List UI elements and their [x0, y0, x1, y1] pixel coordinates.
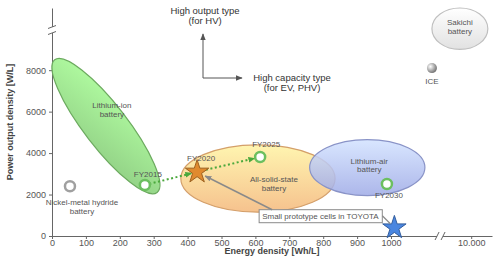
region-label: Lithium-ionbattery: [92, 101, 131, 119]
x-tick: 900: [350, 236, 365, 248]
region-label-line: battery: [448, 27, 472, 36]
x-tick: 300: [147, 236, 162, 248]
point-label-line: ICE: [425, 77, 438, 86]
point: [255, 152, 265, 162]
x-tick-label: 10.000: [458, 238, 486, 248]
region-label: Lithium-airbattery: [351, 157, 389, 175]
point-label-line: battery: [70, 207, 94, 216]
y-tick: 0: [41, 231, 52, 241]
callout-arrow: [205, 176, 272, 210]
y-tick-mark: [49, 236, 52, 237]
point: [382, 179, 392, 189]
annotation: High output type(for HV): [170, 5, 239, 26]
y-axis-break: [48, 32, 56, 35]
x-tick-label: 300: [147, 238, 162, 248]
point-label-line: Nickel-metal hydride: [46, 198, 119, 207]
region-label-line: battery: [357, 165, 381, 174]
x-tick-label: 900: [350, 238, 365, 248]
y-tick: 8000: [26, 66, 52, 76]
region: [432, 8, 488, 49]
region-label-line: Lithium-air: [351, 157, 389, 166]
x-tick-label: 100: [79, 238, 94, 248]
annotation: High capacity type(for EV, PHV): [253, 72, 331, 93]
y-tick-mark: [49, 195, 52, 196]
y-axis-break: [48, 26, 56, 29]
annotation-arrow: [203, 34, 204, 78]
annotation-arrow: [203, 78, 242, 79]
region-label: All-solid-statebattery: [250, 175, 299, 193]
region-label-line: Lithium-ion: [92, 101, 131, 110]
point-label: Nickel-metal hydridebattery: [46, 198, 119, 216]
x-tick-label: 200: [113, 238, 128, 248]
region-label: Sakichibattery: [447, 18, 473, 36]
point-label: FY2020: [187, 154, 216, 163]
y-tick-mark: [49, 153, 52, 154]
point-label-line: FY2020: [187, 154, 216, 163]
y-tick-label: 8000: [26, 66, 46, 76]
y-tick-label: 4000: [26, 148, 46, 158]
callout-label-line: Small prototype cells in TOYOTA: [262, 212, 379, 221]
x-axis-line: [53, 236, 493, 237]
point: [65, 181, 75, 191]
y-tick-label: 2000: [26, 190, 46, 200]
y-tick: 4000: [26, 148, 52, 158]
x-axis-break: [441, 232, 445, 240]
x-axis-title: Energy density [Wh/L]: [224, 246, 319, 256]
point: [383, 215, 406, 237]
point-label: FY2015: [134, 170, 163, 179]
callout-box: [259, 210, 382, 223]
point-label-line: FY2015: [134, 170, 163, 179]
y-tick-mark: [49, 112, 52, 113]
x-tick: 400: [181, 236, 196, 248]
point-label: FY2025: [252, 140, 281, 149]
point-label: ICE: [425, 77, 438, 86]
labels: Lithium-ionbatteryAll-solid-statebattery…: [46, 18, 473, 224]
region-label-line: All-solid-state: [250, 175, 299, 184]
point: [427, 63, 437, 73]
x-tick: 100: [79, 236, 94, 248]
x-tick-label: 0: [50, 238, 55, 248]
region: [310, 140, 425, 196]
plot-area: [44, 8, 488, 238]
annotation-line: High output type: [170, 5, 239, 16]
point-label: FY2030: [375, 191, 404, 200]
x-axis-break: [435, 232, 439, 240]
x-tick: 0: [50, 236, 55, 248]
callout-label: Small prototype cells in TOYOTA: [262, 212, 379, 221]
region: [181, 145, 335, 212]
y-axis-title: Power output density [W/L]: [5, 64, 15, 181]
y-tick-label: 0: [41, 231, 46, 241]
y-tick: 6000: [26, 107, 52, 117]
annotation-line: High capacity type: [253, 72, 331, 83]
chart: 0100200300400500600700800900100010.00002…: [0, 0, 500, 256]
region-label-line: battery: [262, 184, 286, 193]
point-label-line: FY2025: [252, 140, 281, 149]
annotation-line: (for EV, PHV): [264, 82, 321, 93]
x-tick: 10.000: [458, 236, 486, 248]
x-tick-label: 1000: [381, 238, 401, 248]
x-tick: 200: [113, 236, 128, 248]
region-label-line: battery: [100, 110, 124, 119]
x-tick-label: 400: [181, 238, 196, 248]
annotation-line: (for HV): [188, 15, 221, 26]
point: [140, 180, 150, 190]
callout-connector: [382, 216, 390, 224]
region-label-line: Sakichi: [447, 18, 473, 27]
point: [185, 160, 208, 182]
point-label-line: FY2030: [375, 191, 404, 200]
x-tick: 1000: [381, 236, 401, 248]
y-tick-label: 6000: [26, 107, 46, 117]
